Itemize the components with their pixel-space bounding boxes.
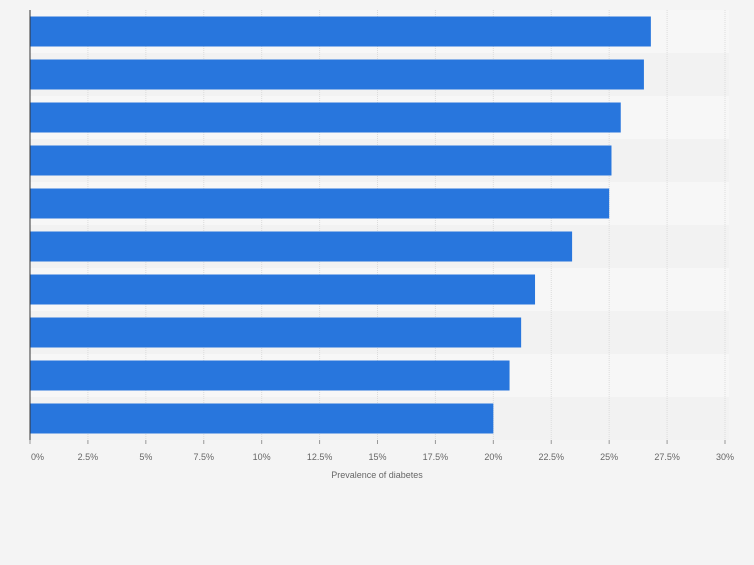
x-tick-label: 15% xyxy=(368,452,386,462)
x-tick-label: 20% xyxy=(484,452,502,462)
bar[interactable] xyxy=(30,274,536,305)
x-tick-label: 10% xyxy=(253,452,271,462)
bar[interactable] xyxy=(30,59,644,90)
x-tick-label: 22.5% xyxy=(538,452,564,462)
bar[interactable] xyxy=(30,317,522,348)
bar[interactable] xyxy=(30,360,510,391)
x-axis: 0% 2.5% 5% 7.5% 10% 12.5% 15% 17.5% 20% 22.5% 25% 2… xyxy=(29,10,734,462)
bar[interactable] xyxy=(30,231,573,262)
x-tick-label: 2.5% xyxy=(78,452,99,462)
x-tick-label: 27.5% xyxy=(654,452,680,462)
bar[interactable] xyxy=(30,102,621,133)
x-tick-label: 0% xyxy=(31,452,44,462)
x-tick-label: 17.5% xyxy=(423,452,449,462)
x-tick-label: 30% xyxy=(716,452,734,462)
x-tick-label: 25% xyxy=(600,452,618,462)
x-axis-title: Prevalence of diabetes xyxy=(331,470,423,480)
bar[interactable] xyxy=(30,145,612,176)
bar[interactable] xyxy=(30,403,494,434)
x-tick-label: 12.5% xyxy=(307,452,333,462)
x-tick-label: 7.5% xyxy=(193,452,214,462)
x-tick-label: 5% xyxy=(139,452,152,462)
bar[interactable] xyxy=(30,188,610,219)
bar[interactable] xyxy=(30,16,651,47)
bars xyxy=(30,16,651,434)
